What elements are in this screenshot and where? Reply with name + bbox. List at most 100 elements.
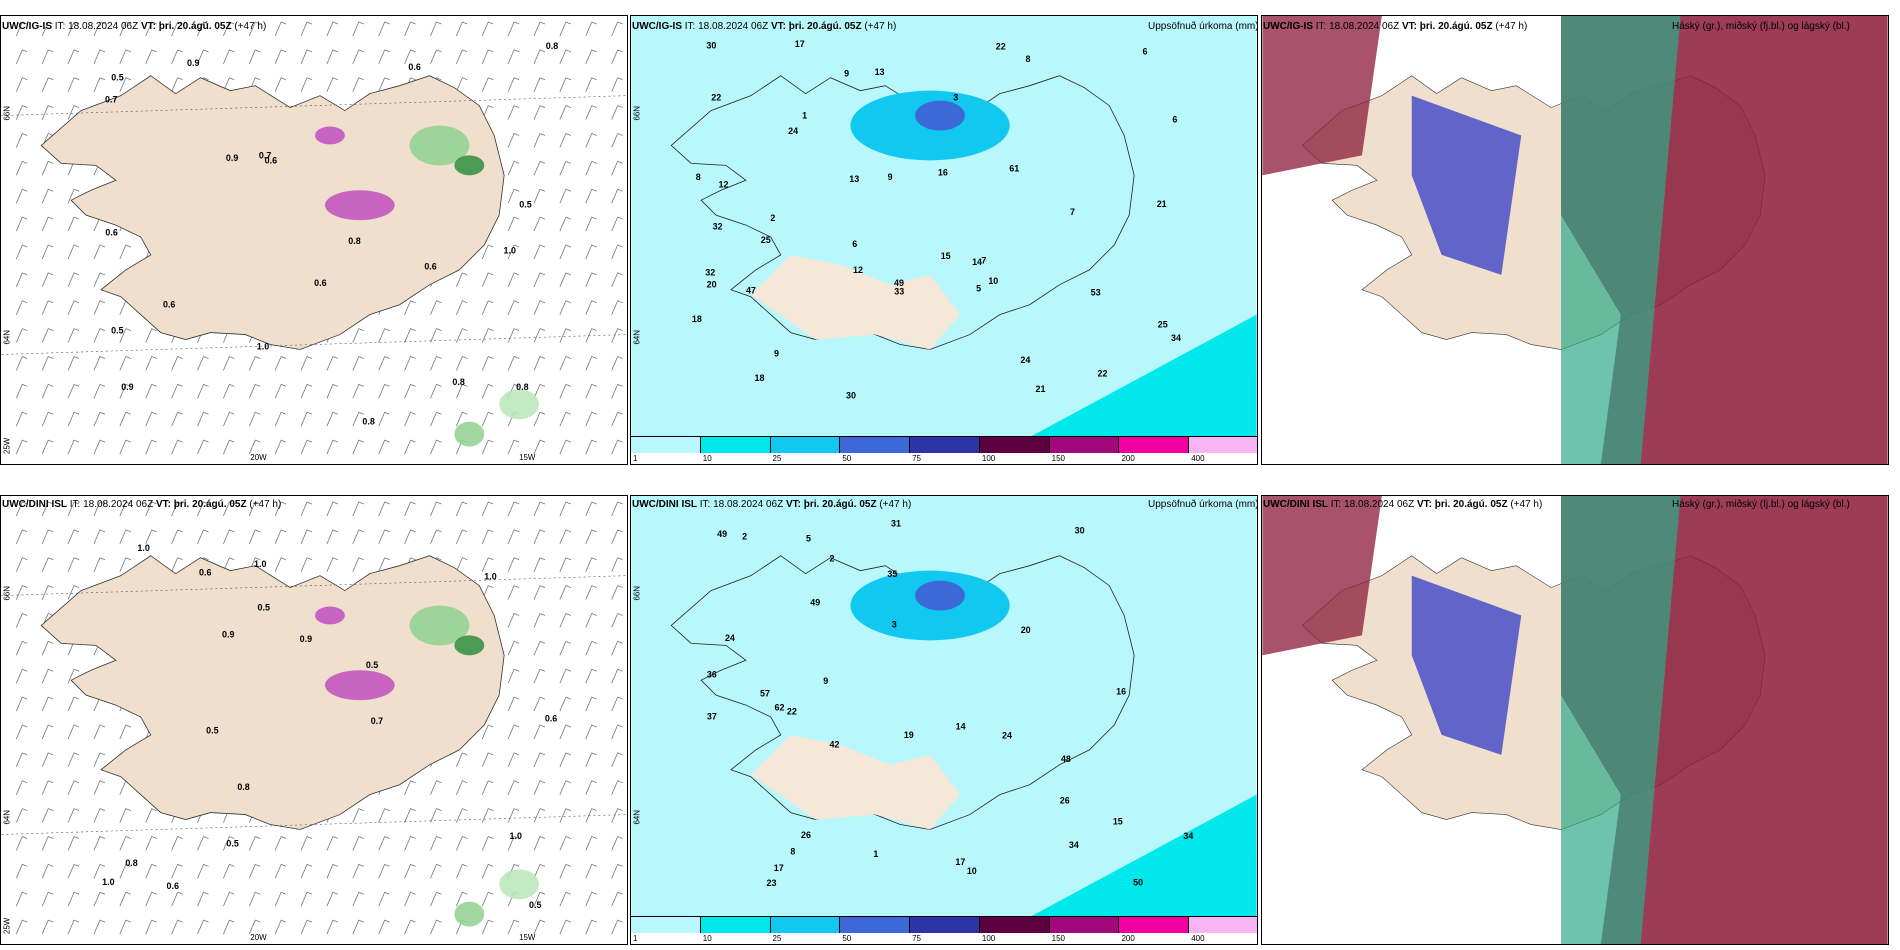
colorbar-label: 1 xyxy=(633,934,638,943)
wind-barb xyxy=(67,919,80,935)
wind-barb xyxy=(585,383,597,399)
wind-barb xyxy=(585,529,597,544)
map-canvas: 0.61.00.90.90.60.80.50.60.90.80.70.60.50… xyxy=(1,21,627,462)
wind-barb xyxy=(533,501,546,517)
wind-barb xyxy=(171,411,183,427)
wind-barb xyxy=(559,49,572,64)
wind-barb xyxy=(507,557,520,572)
wind-barb xyxy=(455,300,468,315)
value-label: 3 xyxy=(892,620,897,630)
wind-barb xyxy=(41,835,54,851)
wind-barb xyxy=(611,160,623,176)
value-label: 61 xyxy=(1009,164,1019,174)
wind-barb xyxy=(274,411,287,427)
wind-barb xyxy=(559,835,572,851)
lon-label: 25W xyxy=(2,917,11,934)
wind-barb xyxy=(67,668,80,684)
colorbar-swatch xyxy=(979,917,1050,933)
wind-barb xyxy=(41,891,54,907)
wind-barb xyxy=(352,557,364,572)
value-label: 10 xyxy=(967,866,977,876)
wind-barb xyxy=(404,529,416,544)
wind-barb xyxy=(611,724,623,740)
value-label: 3 xyxy=(953,92,958,102)
wind-barb xyxy=(197,49,209,64)
lat-label: 64N xyxy=(632,810,641,825)
iceland-landmass xyxy=(40,75,505,350)
wind-barb xyxy=(611,355,623,371)
wind-barb xyxy=(93,21,106,37)
value-label: 50 xyxy=(1133,878,1143,888)
value-label: 20 xyxy=(707,279,717,289)
wind-barb xyxy=(404,328,416,343)
wind-barb xyxy=(455,752,468,767)
wind-barb xyxy=(559,668,572,684)
value-label: 0.9 xyxy=(300,634,312,644)
lat-label: 64N xyxy=(2,810,11,825)
colorbar-label: 50 xyxy=(842,454,852,463)
wind-barb xyxy=(404,49,416,64)
wind-barb xyxy=(300,891,313,907)
wind-barb xyxy=(119,891,131,907)
wind-barb xyxy=(41,501,54,517)
colorbar-swatch xyxy=(840,437,911,453)
wind-barb xyxy=(352,411,364,427)
value-label: 48 xyxy=(1061,754,1071,764)
lon-label: 20W xyxy=(250,933,267,942)
wind-barb xyxy=(455,835,468,851)
wind-barb xyxy=(455,529,468,544)
wind-barb xyxy=(559,272,572,287)
precip-cell xyxy=(454,901,485,927)
wind-barb xyxy=(171,21,183,37)
colorbar-swatch xyxy=(840,917,911,933)
wind-barb xyxy=(455,557,468,572)
wind-barb xyxy=(507,752,520,767)
value-label: 9 xyxy=(774,349,779,359)
value-label: 0.6 xyxy=(105,228,117,238)
wind-barb xyxy=(481,272,494,287)
value-label: 9 xyxy=(844,69,849,79)
wind-barb xyxy=(274,835,287,851)
wind-barb xyxy=(223,501,235,517)
value-label: 1.0 xyxy=(503,245,515,255)
wind-barb xyxy=(455,21,468,37)
value-label: 2 xyxy=(829,553,834,563)
wind-barb xyxy=(197,383,209,399)
wind-barb xyxy=(15,640,28,656)
wind-barb xyxy=(223,411,235,427)
wind-barb xyxy=(455,891,468,907)
wind-barb xyxy=(533,557,546,572)
value-label: 0.6 xyxy=(163,300,175,310)
panel-subtitle: Uppsöfnuð úrkoma (mm) xyxy=(1148,21,1259,32)
wind-barb xyxy=(507,668,520,684)
wind-barb xyxy=(533,585,546,600)
wind-barb xyxy=(430,835,442,851)
lat-label: 66N xyxy=(2,106,11,121)
wind-barb xyxy=(533,328,546,343)
wind-barb xyxy=(404,21,416,37)
wind-barb xyxy=(404,919,416,935)
wind-barb xyxy=(507,640,520,656)
wind-barb xyxy=(585,808,597,823)
wind-barb xyxy=(611,77,623,92)
wind-barb xyxy=(352,835,364,851)
wind-barb xyxy=(274,919,287,935)
value-label: 0.8 xyxy=(125,858,137,868)
wind-barb xyxy=(507,501,520,517)
wind-barb xyxy=(559,132,572,148)
wind-barb xyxy=(326,863,339,879)
wind-barb xyxy=(481,501,494,517)
value-label: 26 xyxy=(1060,795,1070,805)
wind-barb xyxy=(404,891,416,907)
wind-barb xyxy=(67,188,80,204)
value-label: 18 xyxy=(754,373,764,383)
wind-barb xyxy=(378,919,390,935)
value-label: 9 xyxy=(888,172,893,182)
wind-barb xyxy=(611,49,623,64)
wind-barb xyxy=(533,132,546,148)
value-labels: 1012656977131698474953256120302432143318… xyxy=(692,39,1181,401)
wind-barb xyxy=(404,300,416,315)
wind-barb xyxy=(455,501,468,517)
value-label: 36 xyxy=(707,669,717,679)
wind-barb xyxy=(171,891,183,907)
